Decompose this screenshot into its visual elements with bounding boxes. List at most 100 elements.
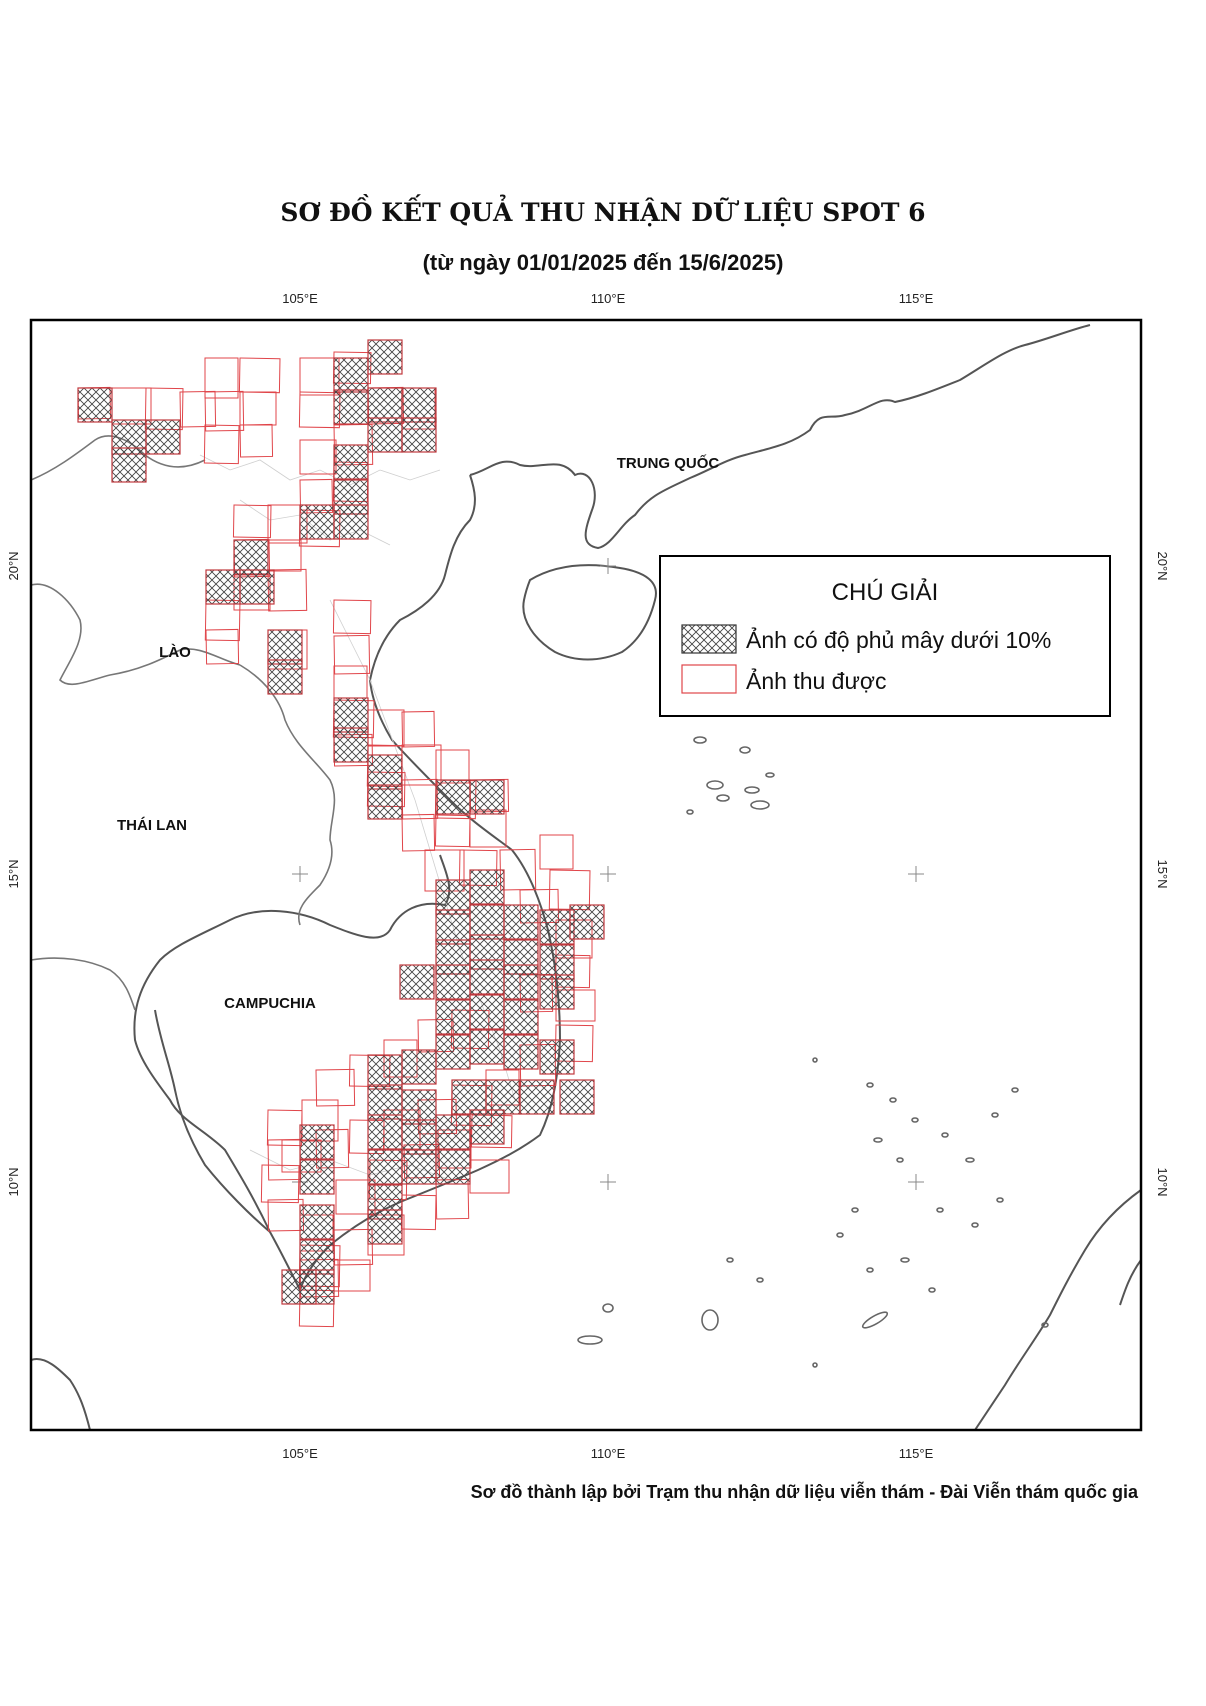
cloudfree-footprint [77,387,113,423]
acquired-footprint [332,599,372,635]
cloudfree-footprint [401,1119,437,1155]
left-tick-20n: 20°N [6,551,21,580]
label-laos: LÀO [159,644,191,661]
cloudfree-footprint [469,779,505,815]
label-cambodia: CAMPUCHIA [224,995,316,1012]
islands [577,736,1049,1368]
acquired-footprint [204,599,241,642]
cloudfree-footprint [435,879,471,915]
cloudfree-footprint [539,944,575,980]
cloudfree-footprint [299,1204,335,1240]
cloudfree-footprint [281,1269,317,1305]
left-tick-10n: 10°N [6,1167,21,1196]
cloudfree-footprint [435,909,471,945]
right-tick-20n: 20°N [1155,551,1170,580]
cloudfree-footprint [469,1109,505,1145]
acquired-footprint [239,423,274,458]
top-tick-115e: 115°E [899,291,934,306]
cloudfree-footprint [435,999,471,1035]
acquired-footprint [238,357,281,394]
cloudfree-footprint [367,1084,403,1120]
cloudfree-footprint [539,1039,575,1075]
bottom-tick-115e: 115°E [899,1446,934,1461]
acquired-footprint [434,814,471,848]
international-borders [31,435,336,1011]
cloudfree-footprint [469,904,505,940]
bottom-tick-110e: 110°E [591,1446,626,1461]
cloudfree-footprint [401,1089,437,1125]
cloudfree-footprint [435,1149,471,1185]
cloudfree-footprint [367,387,403,423]
cloudfree-footprints [77,339,605,1305]
cloudfree-footprint [485,1079,521,1115]
cloudfree-footprint [435,964,471,1000]
acquired-footprint [267,1198,305,1232]
label-thailand: THÁI LAN [117,817,187,834]
acquired-footprint [239,391,277,426]
top-tick-105e: 105°E [282,291,318,306]
legend-title: CHÚ GIẢI [832,577,939,606]
hatched-square-icon [681,624,737,654]
acquired-footprint [205,628,240,665]
acquired-footprint [203,424,240,465]
cloudfree-footprint [299,1124,335,1160]
cloudfree-footprint [145,419,181,455]
bottom-tick-105e: 105°E [282,1446,318,1461]
cloudfree-footprint [333,357,369,393]
cloudfree-footprint [539,909,575,945]
cloudfree-footprint [299,1239,335,1275]
cloudfree-footprint [503,999,539,1035]
map-frame [29,318,1143,1432]
legend: CHÚ GIẢI Ảnh có độ phủ mây dưới 10% Ảnh … [659,555,1111,717]
cloudfree-footprint [367,1054,403,1090]
cloudfree-footprint [333,444,369,480]
cloudfree-footprint [503,904,539,940]
cloudfree-footprint [367,784,403,820]
map-content [31,324,1141,1430]
acquired-footprint [204,357,239,399]
label-china: TRUNG QUỐC [617,454,720,472]
cloudfree-footprint [469,869,505,905]
cloudfree-footprint [111,447,147,483]
coastline [31,324,1141,1430]
acquired-footprint [299,439,337,475]
acquired-footprint [333,634,371,675]
cloudfree-footprint [469,994,505,1030]
cloudfree-footprint [267,629,303,665]
acquired-footprint [539,834,574,870]
acquired-footprint [315,1068,356,1107]
top-tick-110e: 110°E [591,291,626,306]
cloudfree-footprint [267,659,303,695]
acquired-footprint [179,390,217,428]
cloudfree-footprint [469,959,505,995]
cloudfree-footprint [367,417,403,453]
cloudfree-footprint [399,964,435,1000]
cloudfree-footprint [239,569,275,605]
map-subtitle: (từ ngày 01/01/2025 đến 15/6/2025) [422,250,784,275]
cloudfree-footprint [469,1029,505,1065]
cloudfree-footprint [205,569,241,605]
cloudfree-footprint [569,904,605,940]
cloudfree-footprint [367,339,403,375]
map-title: SƠ ĐỒ KẾT QUẢ THU NHẬN DỮ LIỆU SPOT 6 [280,198,926,227]
legend-item-acquired: Ảnh thu được [746,666,886,694]
cloudfree-footprint [401,1149,437,1185]
cloudfree-footprint [233,539,269,575]
acquired-footprint [204,390,245,432]
acquired-footprint [401,813,436,852]
cloudfree-footprint [435,1034,471,1070]
cloudfree-footprint [299,504,335,540]
acquired-footprint [232,504,272,539]
left-tick-15n: 15°N [6,859,21,888]
acquired-footprint [499,848,537,891]
legend-item-cloudfree: Ảnh có độ phủ mây dưới 10% [746,625,1051,653]
cloudfree-footprint [401,417,437,453]
cloudfree-footprint [367,1149,403,1185]
acquired-footprint [401,710,436,748]
cloudfree-footprint [333,504,369,540]
map-credit: Sơ đồ thành lập bởi Trạm thu nhận dữ liệ… [470,1482,1138,1502]
cloudfree-footprint [299,1159,335,1195]
cloudfree-footprint [401,387,437,423]
red-outline-square-icon [681,664,737,694]
